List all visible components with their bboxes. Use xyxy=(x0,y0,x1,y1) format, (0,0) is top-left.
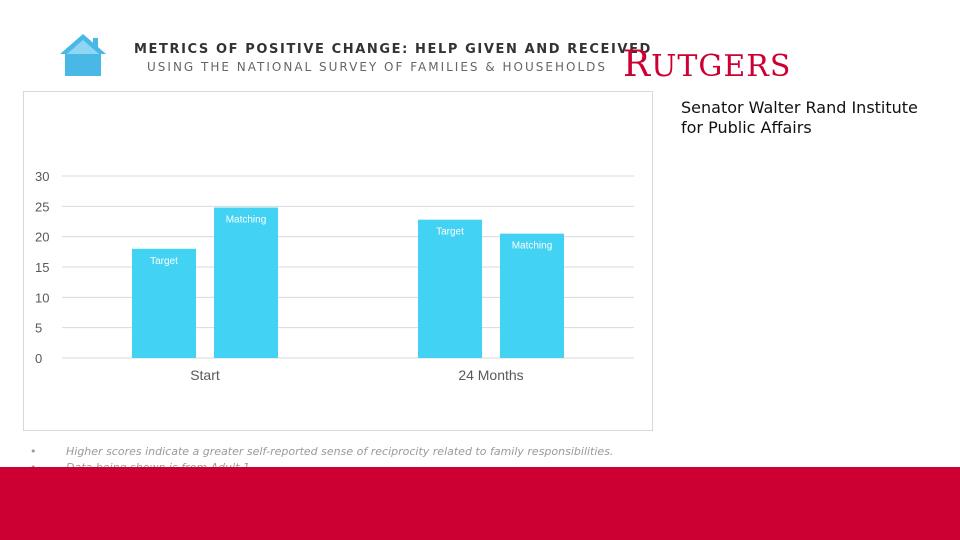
page-subtitle: USING THE NATIONAL SURVEY OF FAMILIES & … xyxy=(147,60,607,74)
bar-data-label: Target xyxy=(150,256,178,267)
logo-initial: R xyxy=(623,44,652,85)
footnote-item: Higher scores indicate a greater self-re… xyxy=(30,444,613,460)
x-category-label: Start xyxy=(190,367,220,383)
bar-data-label: Matching xyxy=(512,241,553,252)
x-category-label: 24 Months xyxy=(458,367,523,383)
page-title: METRICS OF POSITIVE CHANGE: HELP GIVEN A… xyxy=(134,42,652,57)
rutgers-logo: RUTGERS xyxy=(623,44,791,85)
institute-name-line-1: Senator Walter Rand Institute xyxy=(681,98,918,117)
bar-matching xyxy=(214,207,278,358)
y-tick-label: 30 xyxy=(35,169,49,184)
home-icon xyxy=(60,34,106,76)
bar-target xyxy=(418,219,482,358)
logo-word-rest: UTGERS xyxy=(651,49,792,84)
y-tick-label: 5 xyxy=(35,321,42,336)
institute-name-line-2: for Public Affairs xyxy=(681,118,812,137)
bar-data-label: Target xyxy=(436,227,464,238)
footer-band xyxy=(0,467,960,540)
bar-data-label: Matching xyxy=(226,215,267,226)
bar-target xyxy=(132,248,196,358)
y-tick-label: 10 xyxy=(35,290,49,305)
y-tick-label: 0 xyxy=(35,351,42,366)
y-tick-label: 25 xyxy=(35,199,49,214)
y-tick-label: 20 xyxy=(35,230,49,245)
bar-matching xyxy=(500,233,564,358)
bar-chart: 0 5 10 15 20 25 30 Target Matching Start Target Mat… xyxy=(35,169,634,383)
y-tick-label: 15 xyxy=(35,260,49,275)
bar-chart-frame: 0 5 10 15 20 25 30 Target Matching Start Target Mat… xyxy=(23,91,653,431)
